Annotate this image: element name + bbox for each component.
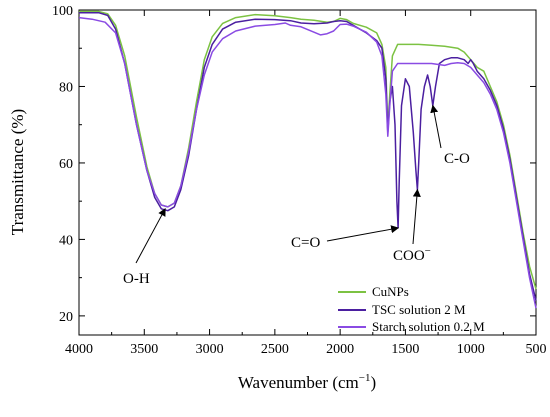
series-starch-line xyxy=(78,16,537,309)
x-tick-label: 1500 xyxy=(391,342,419,357)
series-layer xyxy=(78,10,537,309)
annotation-coo-arrow xyxy=(412,188,421,245)
annotation-coo-label: COO− xyxy=(393,245,431,264)
series-tsc-line xyxy=(79,11,537,301)
x-tick-label: 2500 xyxy=(261,342,289,357)
annotation-oh-arrow xyxy=(135,207,166,264)
y-tick-label: 40 xyxy=(59,233,73,248)
x-tick-label: 4000 xyxy=(65,342,93,357)
x-axis-title-sup: −1 xyxy=(359,372,371,384)
y-tick-label: 80 xyxy=(59,80,73,95)
plot-area xyxy=(78,9,537,336)
legend-label-starch: Starch solution 0.2 M xyxy=(372,319,485,334)
y-tick-label: 100 xyxy=(52,4,73,19)
y-axis: 20 40 60 80 100 xyxy=(52,4,536,325)
annotation-layer: O-H C=O COO− C-O xyxy=(123,104,470,287)
x-axis-title-close: ) xyxy=(370,373,376,392)
y-axis-title: Transmittance (%) xyxy=(8,109,27,235)
x-tick-label: 3000 xyxy=(196,342,224,357)
annotation-co-double-arrow xyxy=(326,225,400,242)
x-tick-label: 500 xyxy=(526,342,547,357)
annotation-co-double-label: C=O xyxy=(291,235,320,251)
x-tick-label: 3500 xyxy=(130,342,158,357)
legend-label-cunps: CuNPs xyxy=(372,284,409,299)
x-axis-title: Wavenumber (cm−1) xyxy=(238,372,376,392)
annotation-c-o-label: C-O xyxy=(444,151,470,167)
annotation-oh-label: O-H xyxy=(123,271,150,287)
legend: CuNPs TSC solution 2 M Starch solution 0… xyxy=(338,284,485,334)
y-tick-label: 20 xyxy=(59,310,73,325)
x-tick-label: 2000 xyxy=(326,342,354,357)
annotation-c-o-arrow xyxy=(430,104,442,149)
x-axis-title-main: Wavenumber (cm xyxy=(238,373,359,392)
y-tick-label: 60 xyxy=(59,157,73,172)
x-axis: 4000 3500 3000 2500 2000 1500 1000 500 xyxy=(65,10,547,357)
x-tick-label: 1000 xyxy=(457,342,485,357)
legend-label-tsc: TSC solution 2 M xyxy=(372,302,466,317)
